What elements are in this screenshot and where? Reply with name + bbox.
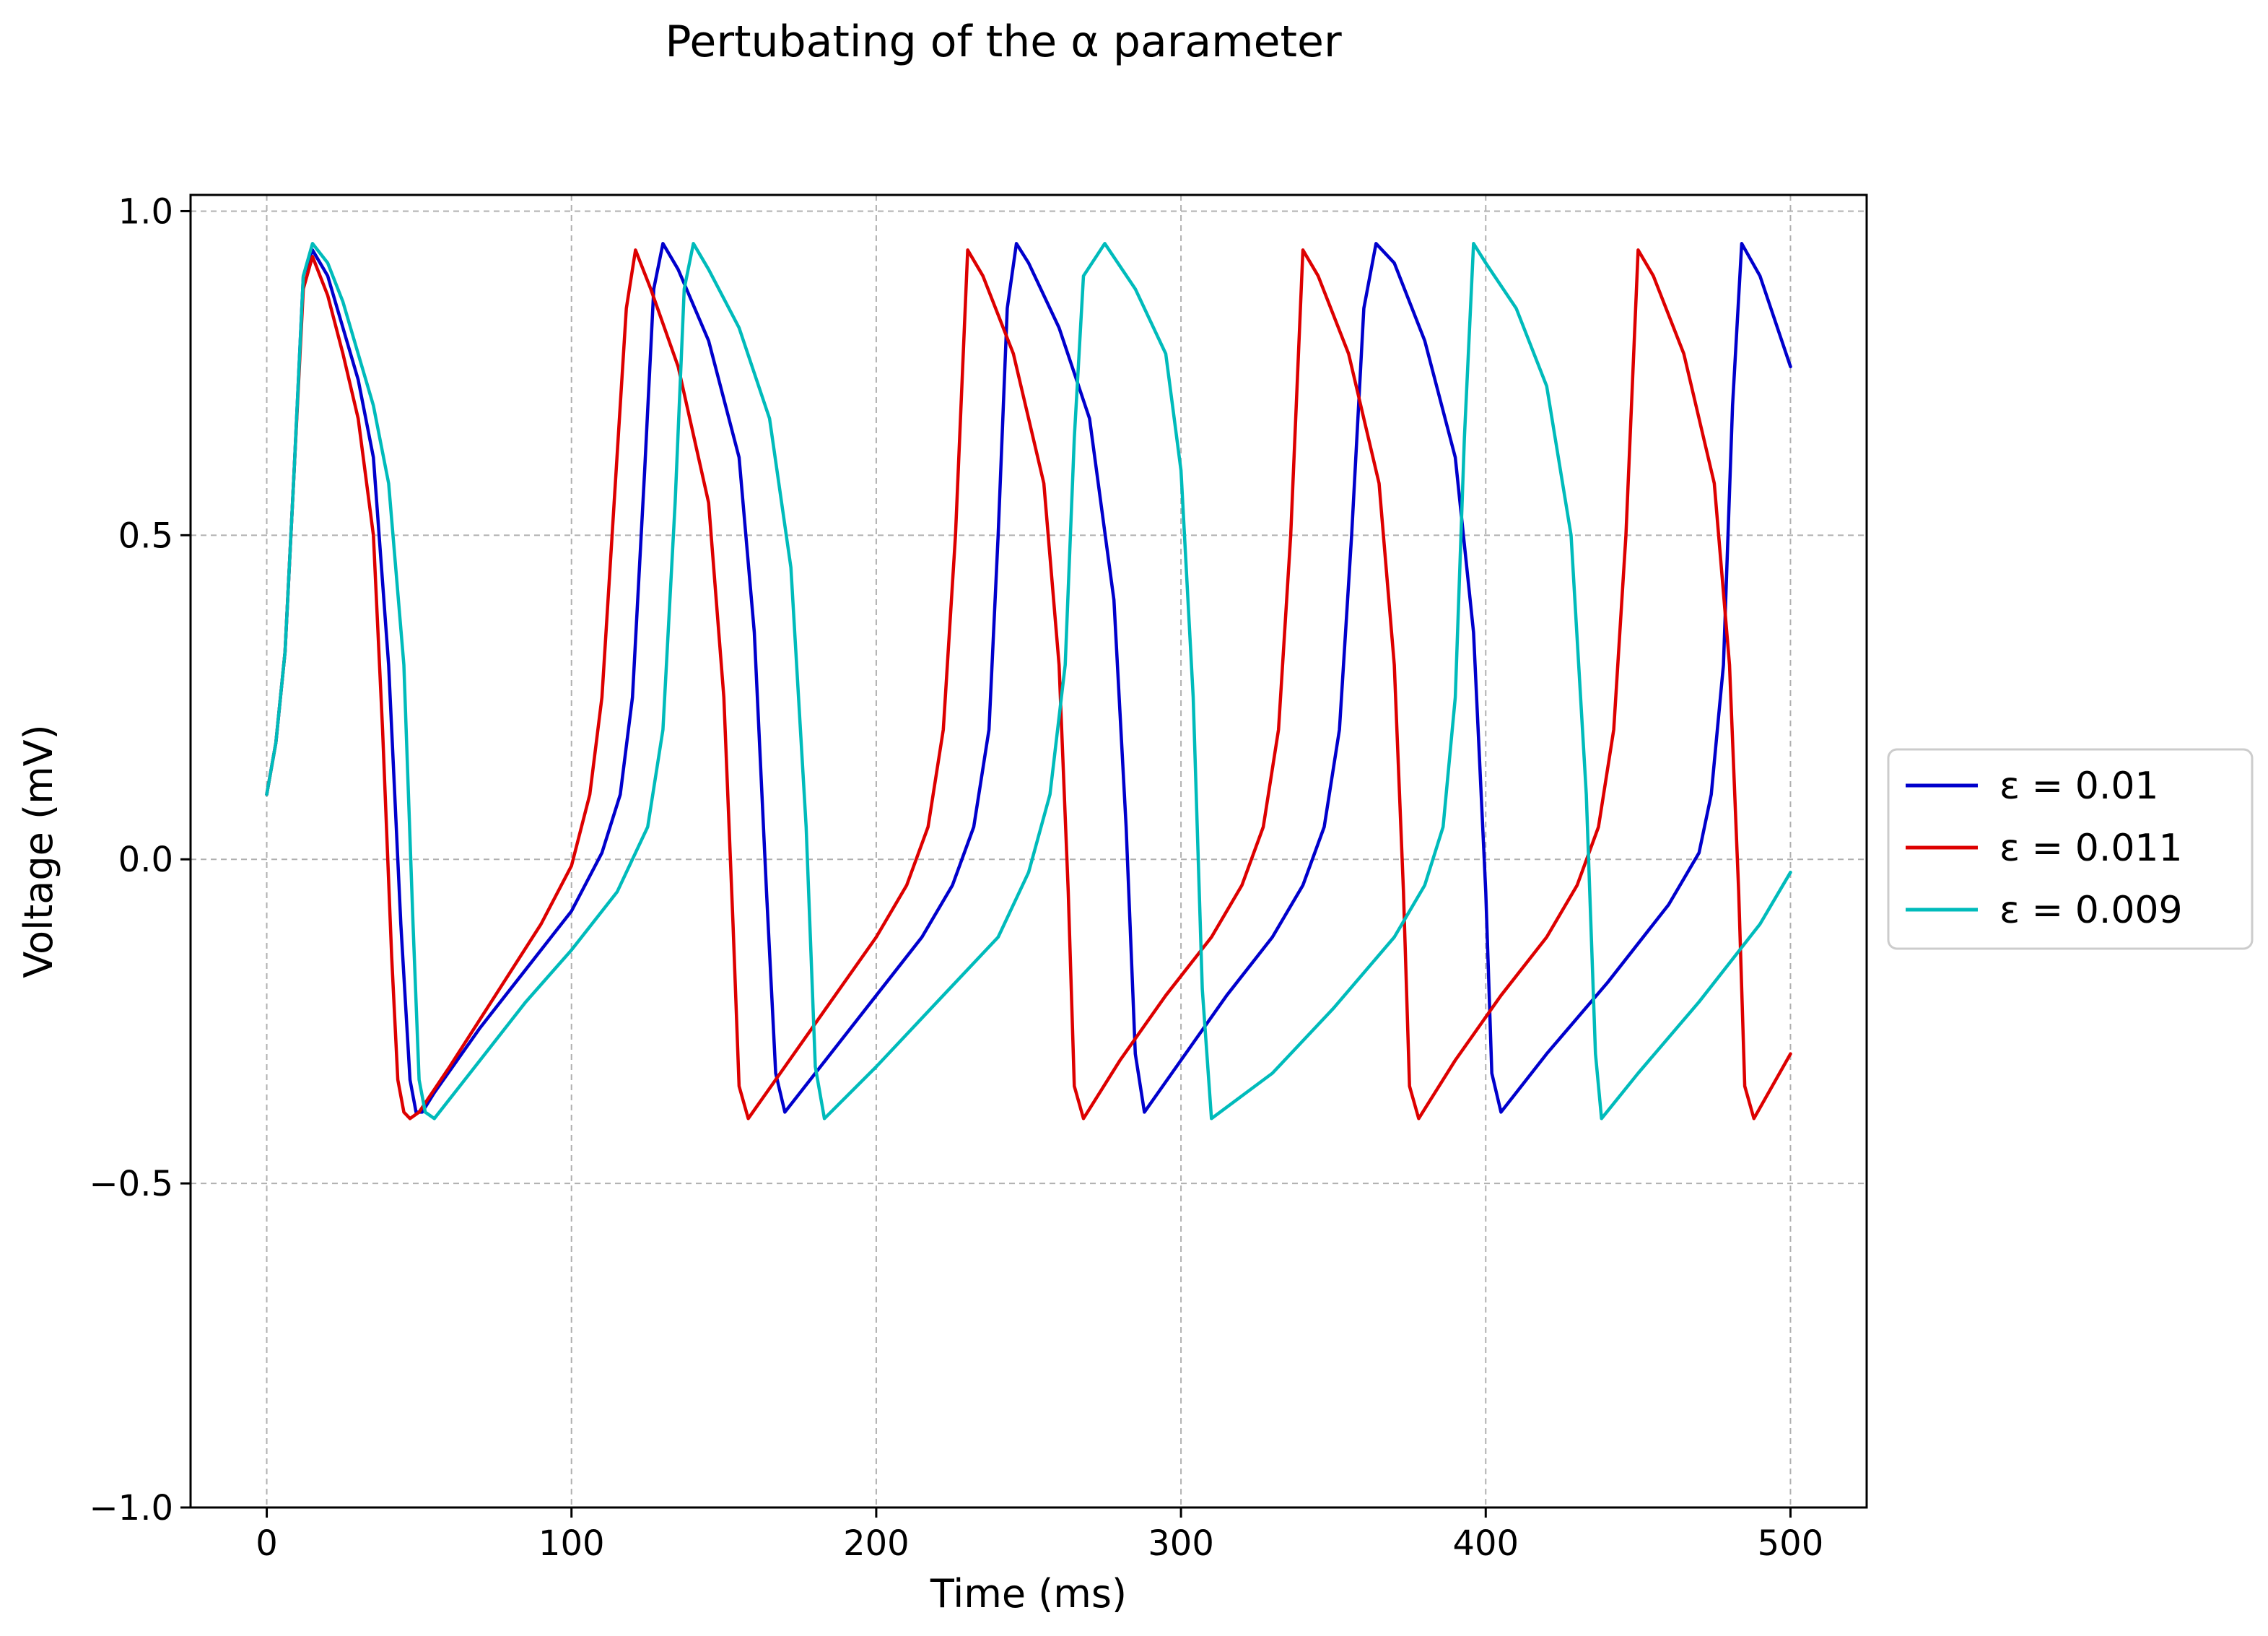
y-tick-label: 0.0 [118,840,173,880]
series-line-1 [265,248,1792,1121]
y-tick-label: −0.5 [89,1164,173,1204]
x-axis-label: Time (ms) [930,1571,1127,1617]
x-axis: 0 100 200 300 400 500 [256,1507,1823,1564]
y-axis: 1.0 0.5 0.0 −0.5 −1.0 [89,191,191,1528]
x-tick-label: 200 [843,1523,910,1564]
y-tick-label: −1.0 [89,1488,173,1528]
y-tick-label: 0.5 [118,515,173,556]
legend-label: ε = 0.011 [1999,827,2183,870]
x-tick-label: 0 [256,1523,278,1564]
legend: ε = 0.01 ε = 0.011 ε = 0.009 [1887,748,2254,950]
legend-label: ε = 0.009 [1999,889,2183,932]
x-tick-label: 100 [538,1523,605,1564]
x-tick-label: 300 [1148,1523,1214,1564]
chart-title: Pertubating of the α parameter [665,17,1342,67]
y-tick-label: 1.0 [118,191,173,232]
x-tick-label: 400 [1452,1523,1519,1564]
series-line-0 [265,242,1792,1114]
series-line-2 [265,242,1792,1121]
legend-label: ε = 0.01 [1999,765,2159,808]
x-tick-label: 500 [1758,1523,1824,1564]
plot-frame [189,193,1868,1509]
series-layer [265,242,1792,1121]
legend-frame [1887,748,2254,950]
y-axis-label: Voltage (mV) [16,724,61,978]
